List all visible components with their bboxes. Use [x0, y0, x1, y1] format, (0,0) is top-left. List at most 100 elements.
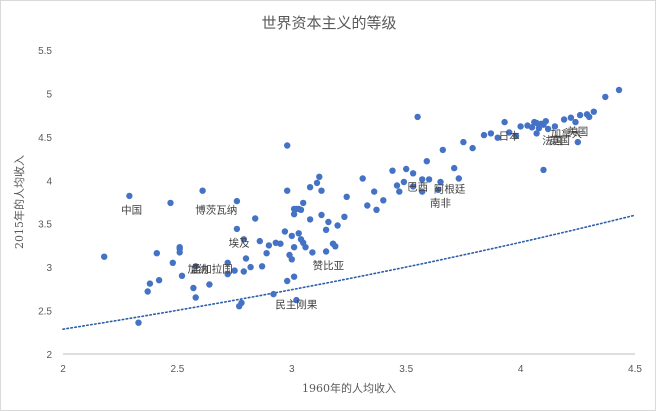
data-point: [144, 288, 151, 295]
data-point: [487, 130, 495, 137]
chart-title: 世界资本主义的等级: [261, 14, 396, 32]
data-point: [252, 215, 259, 222]
annotation-label: 中国: [121, 203, 142, 216]
data-point: [231, 267, 238, 274]
data-point: [364, 202, 371, 209]
data-point: [460, 138, 467, 146]
data-point: [224, 259, 231, 266]
annotation-label: 阿根廷: [434, 182, 466, 195]
x-tick-label: 3: [289, 364, 295, 375]
x-tick-label: 3.5: [399, 364, 413, 375]
annotation-label: 英国: [549, 134, 570, 147]
data-point: [517, 123, 524, 130]
data-point: [602, 93, 609, 101]
annotation-label: 南非: [430, 196, 451, 209]
data-point: [576, 111, 584, 119]
data-point: [167, 199, 174, 207]
data-point: [615, 86, 623, 94]
y-tick-label: 2: [46, 350, 52, 361]
data-point: [240, 268, 247, 275]
data-point: [277, 240, 284, 247]
data-point: [469, 144, 476, 152]
data-point: [192, 294, 199, 301]
data-point: [306, 216, 314, 223]
x-tick-label: 4.5: [628, 364, 642, 375]
data-point: [423, 158, 430, 165]
data-point: [574, 138, 581, 146]
data-point: [238, 299, 245, 306]
annotation-label: 巴西: [407, 182, 428, 194]
data-point: [288, 256, 295, 263]
data-point: [288, 232, 295, 240]
data-point: [540, 166, 547, 174]
data-point: [439, 146, 446, 154]
data-point: [480, 131, 488, 139]
data-point: [240, 236, 247, 243]
annotation-label: 埃及: [229, 236, 250, 249]
data-point: [396, 188, 403, 195]
data-point: [318, 187, 325, 194]
data-point: [533, 130, 540, 137]
data-point: [155, 277, 163, 284]
data-point: [316, 173, 323, 180]
data-point: [343, 193, 350, 200]
data-point: [393, 182, 401, 189]
data-point: [284, 277, 291, 285]
data-point: [247, 263, 254, 271]
data-point: [293, 296, 300, 304]
annotation-label: 孟加拉国: [191, 262, 233, 275]
data-point: [318, 211, 325, 219]
data-point: [169, 259, 176, 266]
data-point: [322, 226, 330, 233]
annotation-label: 民主刚果: [275, 299, 317, 311]
data-point: [572, 118, 579, 126]
data-point: [567, 114, 575, 121]
data-point: [501, 118, 508, 126]
data-point: [178, 272, 186, 279]
x-tick-label: 2.5: [170, 364, 184, 375]
annotation-label: 赞比亚: [313, 259, 345, 272]
trendline: [62, 214, 636, 330]
data-point: [437, 178, 444, 186]
data-point: [242, 255, 250, 262]
data-point: [258, 263, 266, 270]
data-point: [409, 170, 417, 177]
data-point: [263, 250, 270, 257]
x-tick-label: 2: [60, 364, 66, 375]
data-point: [551, 123, 559, 130]
data-point: [295, 230, 302, 237]
x-axis-title: 1960年的人均收入: [302, 381, 396, 395]
annotation-label: 法国: [542, 134, 563, 147]
data-point: [146, 280, 154, 287]
data-point: [281, 228, 289, 235]
data-point: [425, 176, 433, 183]
data-point: [290, 211, 298, 218]
annotation-label: 美国: [567, 125, 588, 138]
data-point: [206, 281, 213, 288]
data-point: [359, 175, 366, 182]
data-point: [101, 253, 108, 260]
data-point: [451, 164, 458, 172]
data-point: [334, 222, 341, 229]
annotation-label: 日本: [499, 129, 520, 142]
data-point: [302, 244, 309, 251]
data-point: [590, 108, 597, 115]
data-point: [176, 244, 183, 251]
data-point: [290, 244, 298, 251]
data-point: [512, 132, 520, 140]
data-point: [233, 197, 241, 205]
data-point: [190, 284, 197, 292]
data-point: [270, 290, 277, 298]
data-point: [153, 250, 160, 257]
annotation-label: 加纳: [187, 262, 208, 275]
data-point: [380, 197, 387, 204]
data-point: [306, 184, 314, 191]
y-tick-label: 2.5: [38, 307, 52, 318]
data-point: [309, 249, 316, 256]
y-tick-label: 4: [46, 176, 52, 187]
data-point: [199, 187, 206, 194]
x-tick-label: 4: [518, 364, 524, 375]
data-point: [233, 225, 241, 233]
data-point: [256, 237, 263, 245]
data-point: [265, 242, 273, 249]
